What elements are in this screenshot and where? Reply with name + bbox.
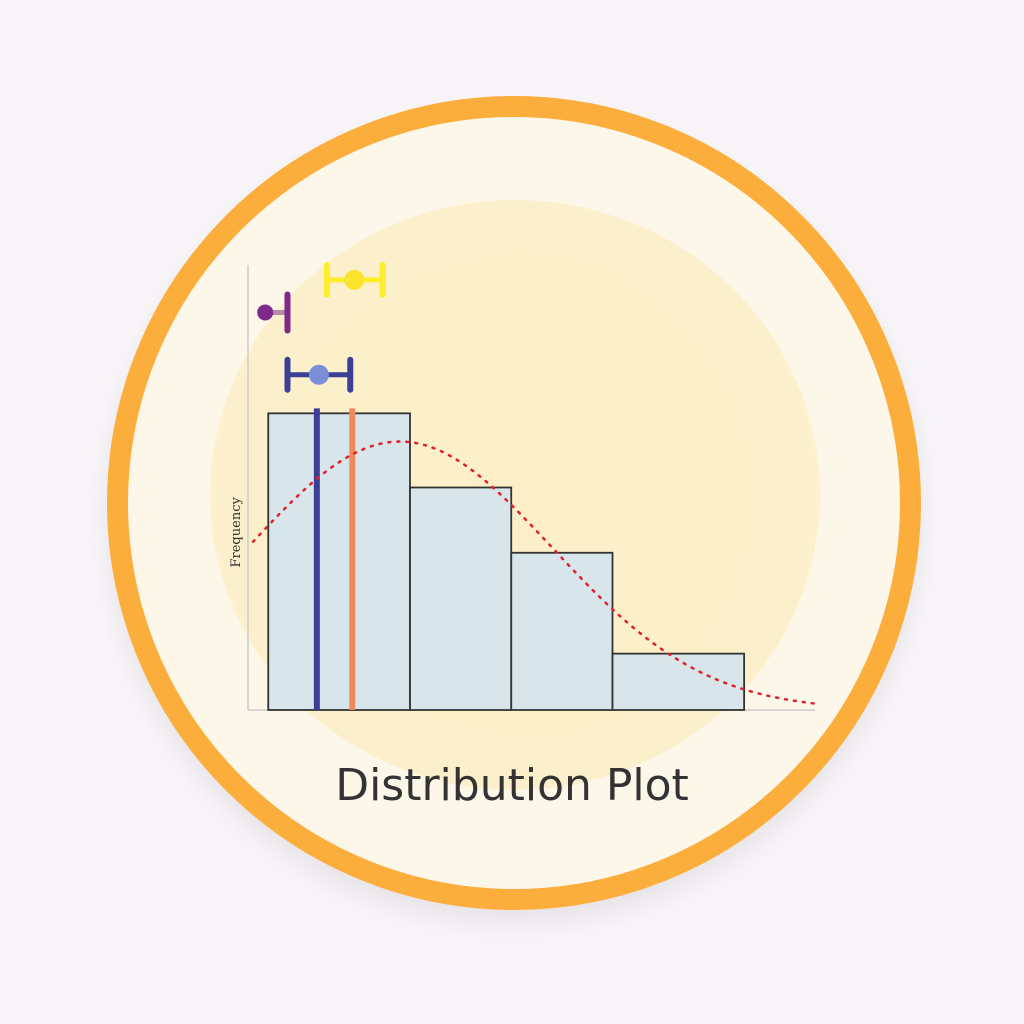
- error-bar-point: [308, 364, 329, 385]
- error-bar-point: [257, 304, 274, 321]
- density-curve: [251, 440, 817, 705]
- error-bar-point: [344, 269, 365, 290]
- y-axis-label: Frequency: [229, 497, 244, 568]
- chart-title: Distribution Plot: [335, 760, 689, 811]
- histogram-bar: [267, 412, 411, 711]
- histogram-bar: [510, 551, 614, 711]
- histogram-bar: [611, 652, 746, 711]
- histogram-bar: [409, 486, 513, 711]
